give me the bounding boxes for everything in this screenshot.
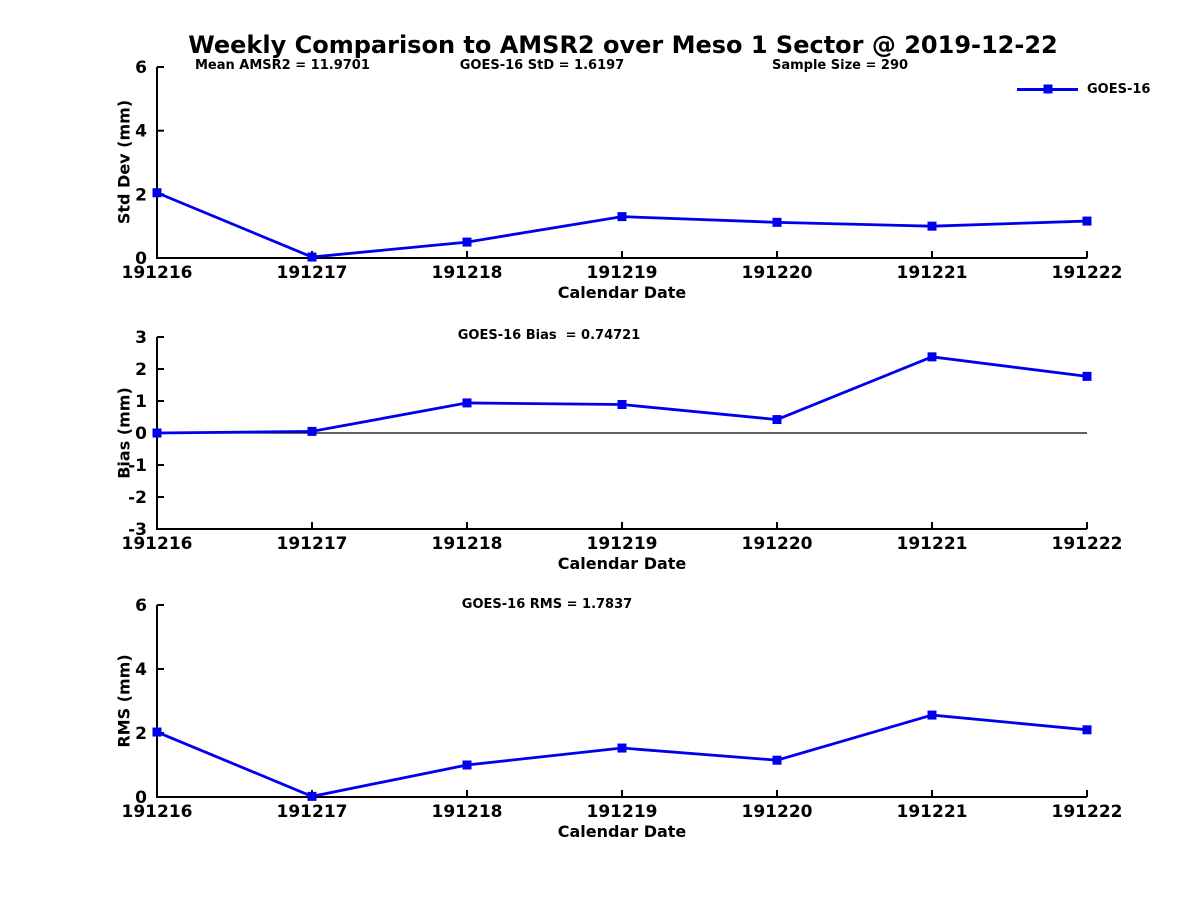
y-tick-label: 2 xyxy=(135,360,147,380)
data-point-marker xyxy=(927,710,937,720)
y-tick-label: 4 xyxy=(135,660,147,680)
y-tick-label: 6 xyxy=(135,596,147,616)
x-tick-label: 191221 xyxy=(897,263,968,283)
y-tick-label: 2 xyxy=(135,724,147,744)
data-point-marker xyxy=(927,352,937,362)
y-tick-label: 4 xyxy=(135,122,147,142)
rms-panel-axis xyxy=(156,605,1087,798)
legend-line-sample xyxy=(1017,84,1078,94)
data-point-marker xyxy=(307,791,317,801)
x-tick-label: 191220 xyxy=(742,802,813,822)
data-point-marker xyxy=(772,217,782,227)
y-tick-label: -3 xyxy=(128,520,147,540)
figure-title: Weekly Comparison to AMSR2 over Meso 1 S… xyxy=(188,31,1058,59)
x-tick-label: 191220 xyxy=(742,263,813,283)
x-tick-label: 191220 xyxy=(742,534,813,554)
data-point-marker xyxy=(152,428,162,438)
annotation-goes16-std: GOES-16 StD = 1.6197 xyxy=(459,58,625,73)
data-point-marker xyxy=(462,760,472,770)
data-point-marker xyxy=(617,212,627,222)
x-tick-label: 191218 xyxy=(432,534,503,554)
data-point-marker xyxy=(1082,725,1092,735)
std-dev-panel-axis xyxy=(156,67,1087,259)
stddev-x-axis-label: Calendar Date xyxy=(557,283,687,302)
x-tick-label: 191219 xyxy=(587,263,658,283)
x-tick-label: 191222 xyxy=(1052,534,1123,554)
data-point-marker xyxy=(772,415,782,425)
x-tick-label: 191218 xyxy=(432,263,503,283)
x-tick-label: 191219 xyxy=(587,534,658,554)
x-tick-label: 191218 xyxy=(432,802,503,822)
x-tick-label: 191222 xyxy=(1052,802,1123,822)
bias-panel-series-line xyxy=(156,355,1088,435)
data-point-marker xyxy=(927,221,937,231)
y-tick-label: 0 xyxy=(135,249,147,269)
y-tick-label: 0 xyxy=(135,424,147,444)
x-tick-label: 191216 xyxy=(122,802,193,822)
x-tick-label: 191217 xyxy=(277,263,348,283)
x-tick-label: 191216 xyxy=(122,534,193,554)
data-point-marker xyxy=(152,727,162,737)
data-point-marker xyxy=(462,398,472,408)
rms-x-axis-label: Calendar Date xyxy=(557,822,687,841)
x-tick-label: 191217 xyxy=(277,802,348,822)
legend-label: GOES-16 xyxy=(1087,81,1151,97)
bias-x-axis-label: Calendar Date xyxy=(557,554,687,573)
y-tick-label: 2 xyxy=(135,185,147,205)
std-dev-panel-series-line xyxy=(156,191,1088,259)
bias-panel-title: GOES-16 Bias = 0.74721 xyxy=(457,328,641,343)
data-point-marker xyxy=(772,755,782,765)
annotation-sample-size: Sample Size = 290 xyxy=(771,58,909,73)
x-tick-label: 191222 xyxy=(1052,263,1123,283)
rms-panel-title: GOES-16 RMS = 1.7837 xyxy=(461,597,633,612)
data-point-marker xyxy=(617,743,627,753)
y-tick-label: 6 xyxy=(135,58,147,78)
x-tick-label: 191219 xyxy=(587,802,658,822)
x-tick-label: 191221 xyxy=(897,802,968,822)
data-point-marker xyxy=(462,237,472,247)
x-tick-label: 191216 xyxy=(122,263,193,283)
rms-panel-series-line xyxy=(156,713,1088,798)
y-tick-label: 1 xyxy=(135,392,147,412)
x-tick-label: 191221 xyxy=(897,534,968,554)
annotation-mean-amsr2: Mean AMSR2 = 11.9701 xyxy=(195,58,370,73)
data-point-marker xyxy=(617,400,627,410)
data-point-marker xyxy=(1082,371,1092,381)
data-point-marker xyxy=(152,188,162,198)
y-tick-label: 3 xyxy=(135,328,147,348)
legend: GOES-16 xyxy=(1017,81,1150,97)
data-point-marker xyxy=(307,252,317,262)
data-point-marker xyxy=(1082,216,1092,226)
y-tick-label: 0 xyxy=(135,788,147,808)
y-tick-label: -1 xyxy=(128,456,147,476)
y-tick-label: -2 xyxy=(128,488,147,508)
legend-square-marker-icon xyxy=(1043,84,1052,94)
x-tick-label: 191217 xyxy=(277,534,348,554)
data-point-marker xyxy=(307,426,317,436)
